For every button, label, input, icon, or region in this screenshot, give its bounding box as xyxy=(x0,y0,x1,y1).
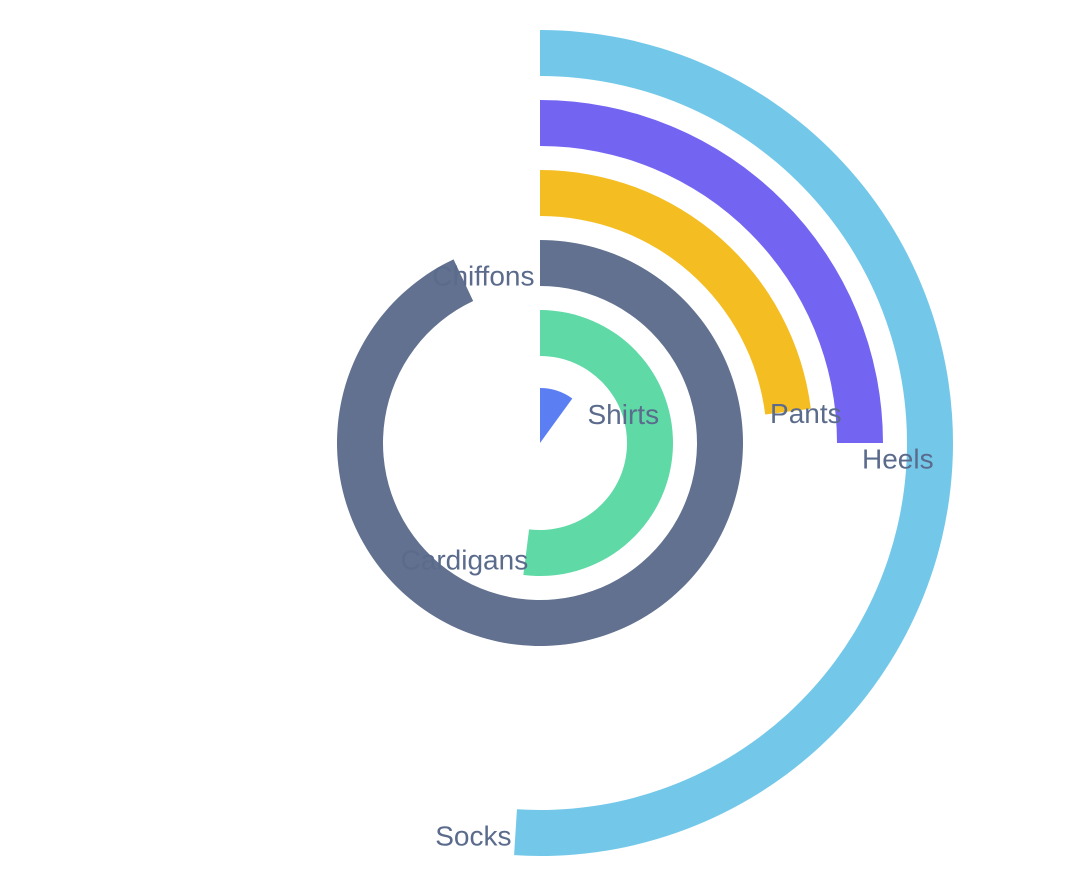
label-heels: Heels xyxy=(862,443,934,474)
bar-heels[interactable] xyxy=(540,100,883,443)
bar-pants[interactable] xyxy=(540,170,811,415)
label-shirts: Shirts xyxy=(588,399,660,430)
label-socks: Socks xyxy=(435,821,511,852)
bar-chiffons[interactable] xyxy=(336,240,743,647)
label-cardigans: Cardigans xyxy=(401,545,529,576)
label-chiffons: Chiffons xyxy=(432,261,534,292)
bar-shirts[interactable] xyxy=(540,388,573,443)
label-pants: Pants xyxy=(770,398,842,429)
bar-cardigans[interactable] xyxy=(523,310,674,576)
